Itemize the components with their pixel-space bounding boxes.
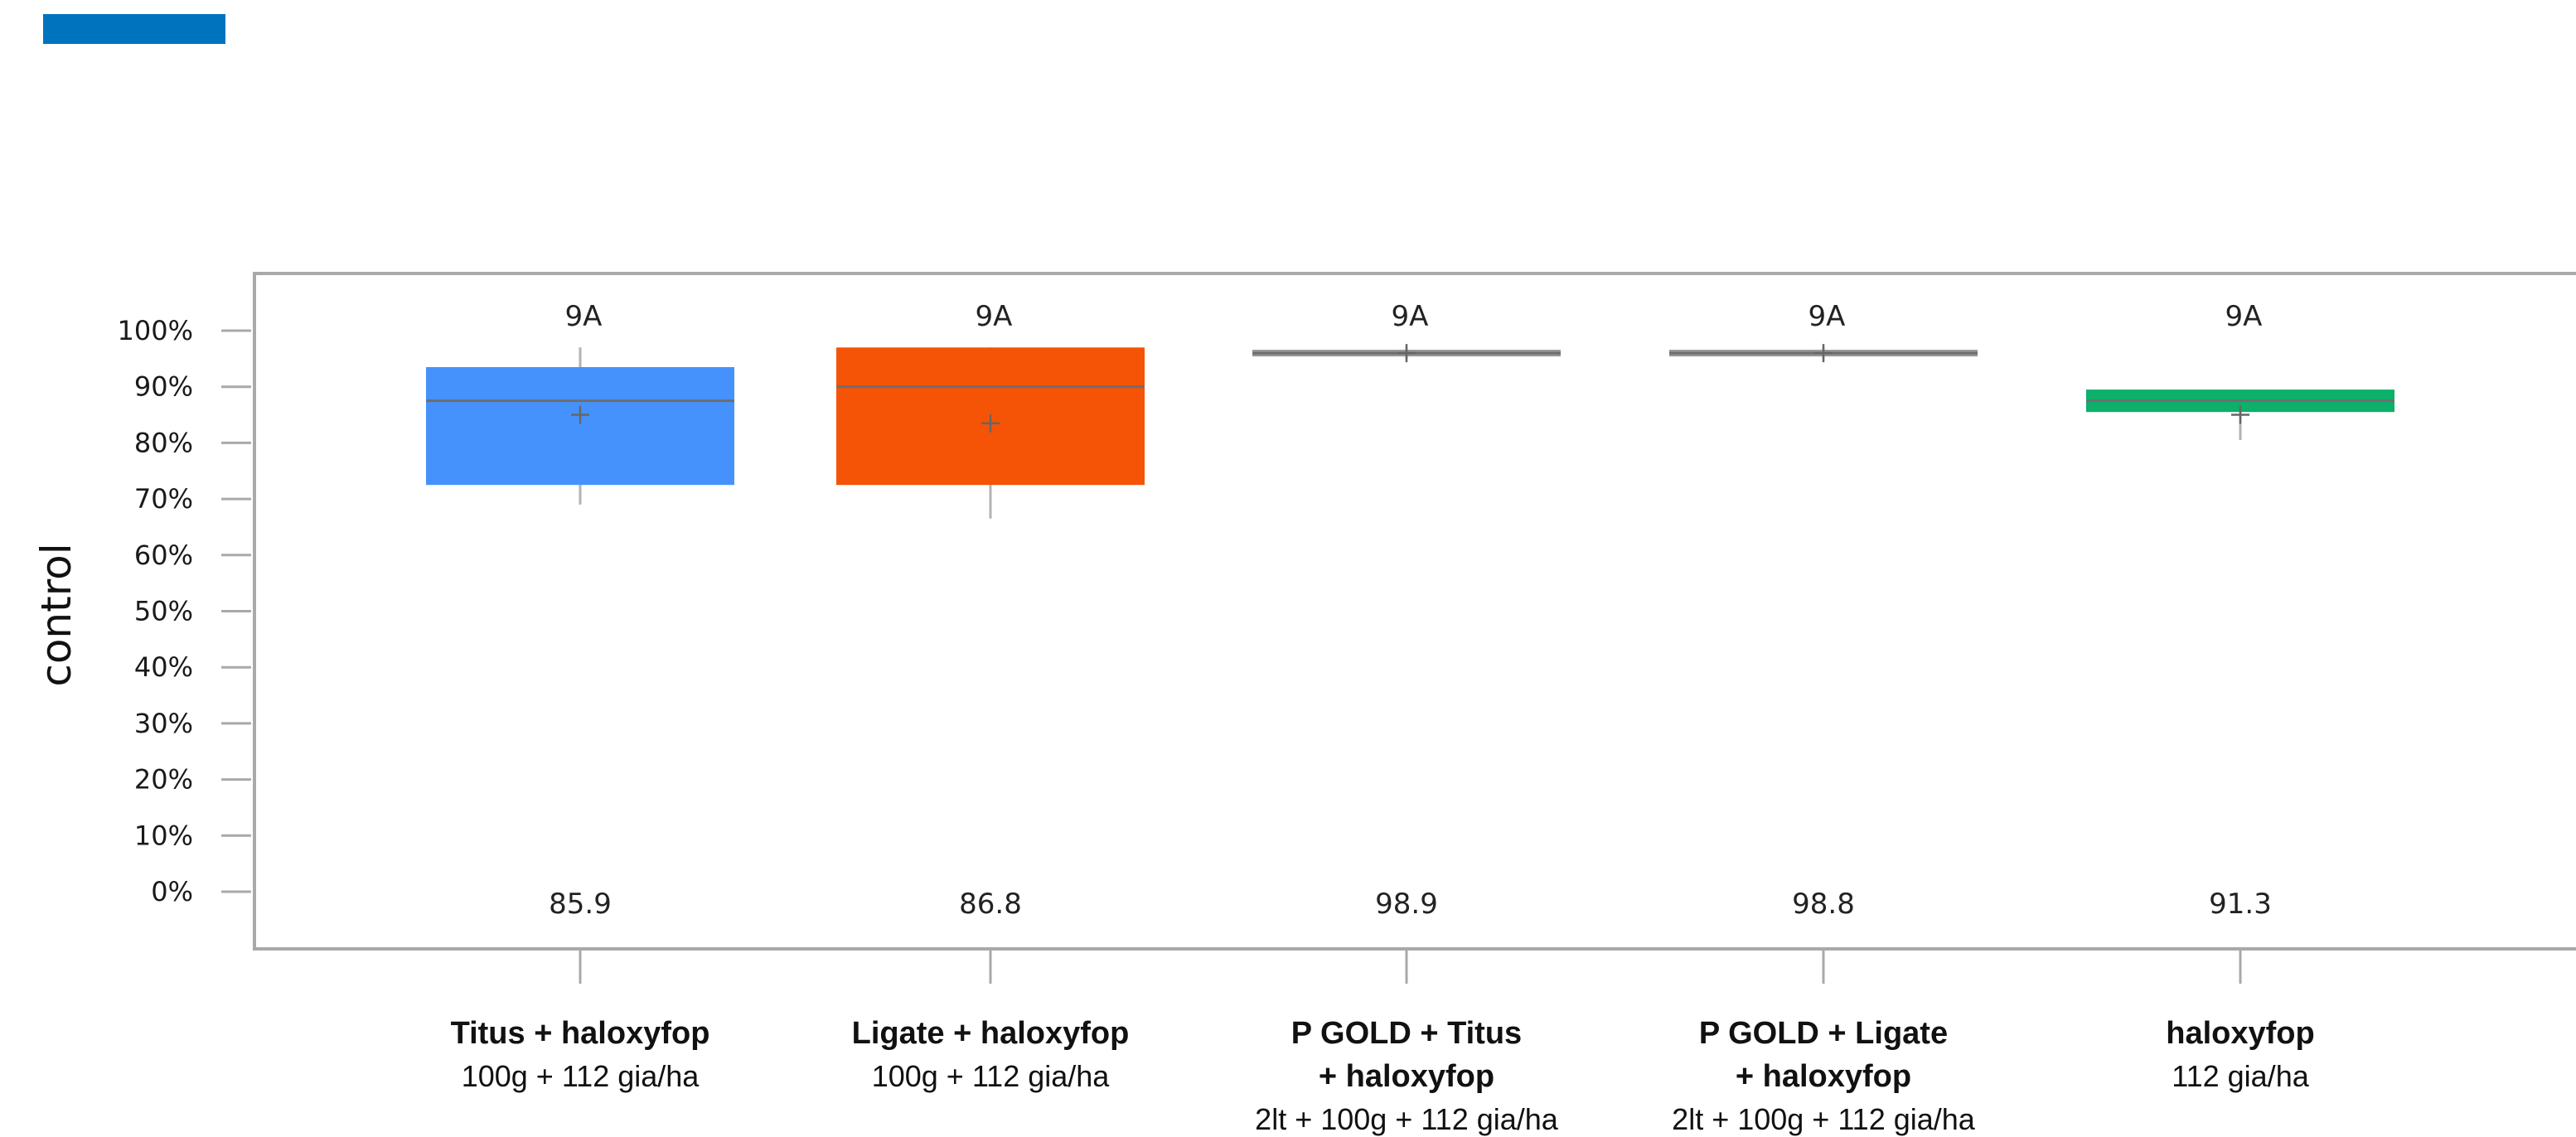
y-tick-label: 20% (134, 764, 193, 796)
y-tick-label: 80% (134, 427, 193, 458)
category-dose: 112 gia/ha (2172, 1059, 2309, 1093)
y-tick-label: 10% (134, 820, 193, 851)
category-name: Titus + haloxyfop (451, 1016, 710, 1051)
top-label: 9A (1809, 300, 1846, 333)
y-tick-label: 0% (151, 876, 193, 907)
mean-marker (1814, 344, 1833, 363)
top-label: 9A (565, 300, 603, 333)
category-dose: 2lt + 100g + 112 gia/ha (1672, 1102, 1976, 1136)
bottom-label: 91.3 (2209, 888, 2272, 921)
y-tick-label: 30% (134, 708, 193, 739)
bottom-label: 85.9 (549, 888, 612, 921)
category-dose: 2lt + 100g + 112 gia/ha (1255, 1102, 1559, 1136)
category-dose: 100g + 112 gia/ha (872, 1059, 1111, 1093)
accent-bar (43, 14, 225, 44)
y-tick-label: 70% (134, 483, 193, 515)
y-tick-label: 50% (134, 596, 193, 627)
category-name: Ligate + haloxyfop (852, 1016, 1130, 1051)
top-label: 9A (976, 300, 1013, 333)
bottom-label: 98.9 (1375, 888, 1438, 921)
mean-marker (2231, 405, 2249, 424)
bottom-label: 98.8 (1792, 888, 1855, 921)
category-name: + haloxyfop (1319, 1059, 1494, 1094)
category-name: haloxyfop (2166, 1016, 2314, 1051)
category-name: P GOLD + Ligate (1699, 1016, 1948, 1051)
y-tick-label: 100% (118, 315, 193, 346)
category-dose: 100g + 112 gia/ha (462, 1059, 700, 1093)
top-label: 9A (1392, 300, 1429, 333)
y-tick-label: 90% (134, 371, 193, 403)
category-name: + haloxyfop (1736, 1059, 1911, 1094)
bottom-label: 86.8 (959, 888, 1022, 921)
y-axis-label: control (32, 543, 80, 686)
mean-marker (1397, 344, 1416, 363)
y-tick-label: 60% (134, 539, 193, 571)
mean-marker (981, 414, 1000, 433)
category-name: P GOLD + Titus (1291, 1016, 1522, 1051)
top-label: 9A (2225, 300, 2263, 333)
y-tick-label: 40% (134, 651, 193, 683)
plot-frame (253, 272, 2576, 951)
mean-marker (571, 405, 589, 424)
box (426, 367, 734, 486)
